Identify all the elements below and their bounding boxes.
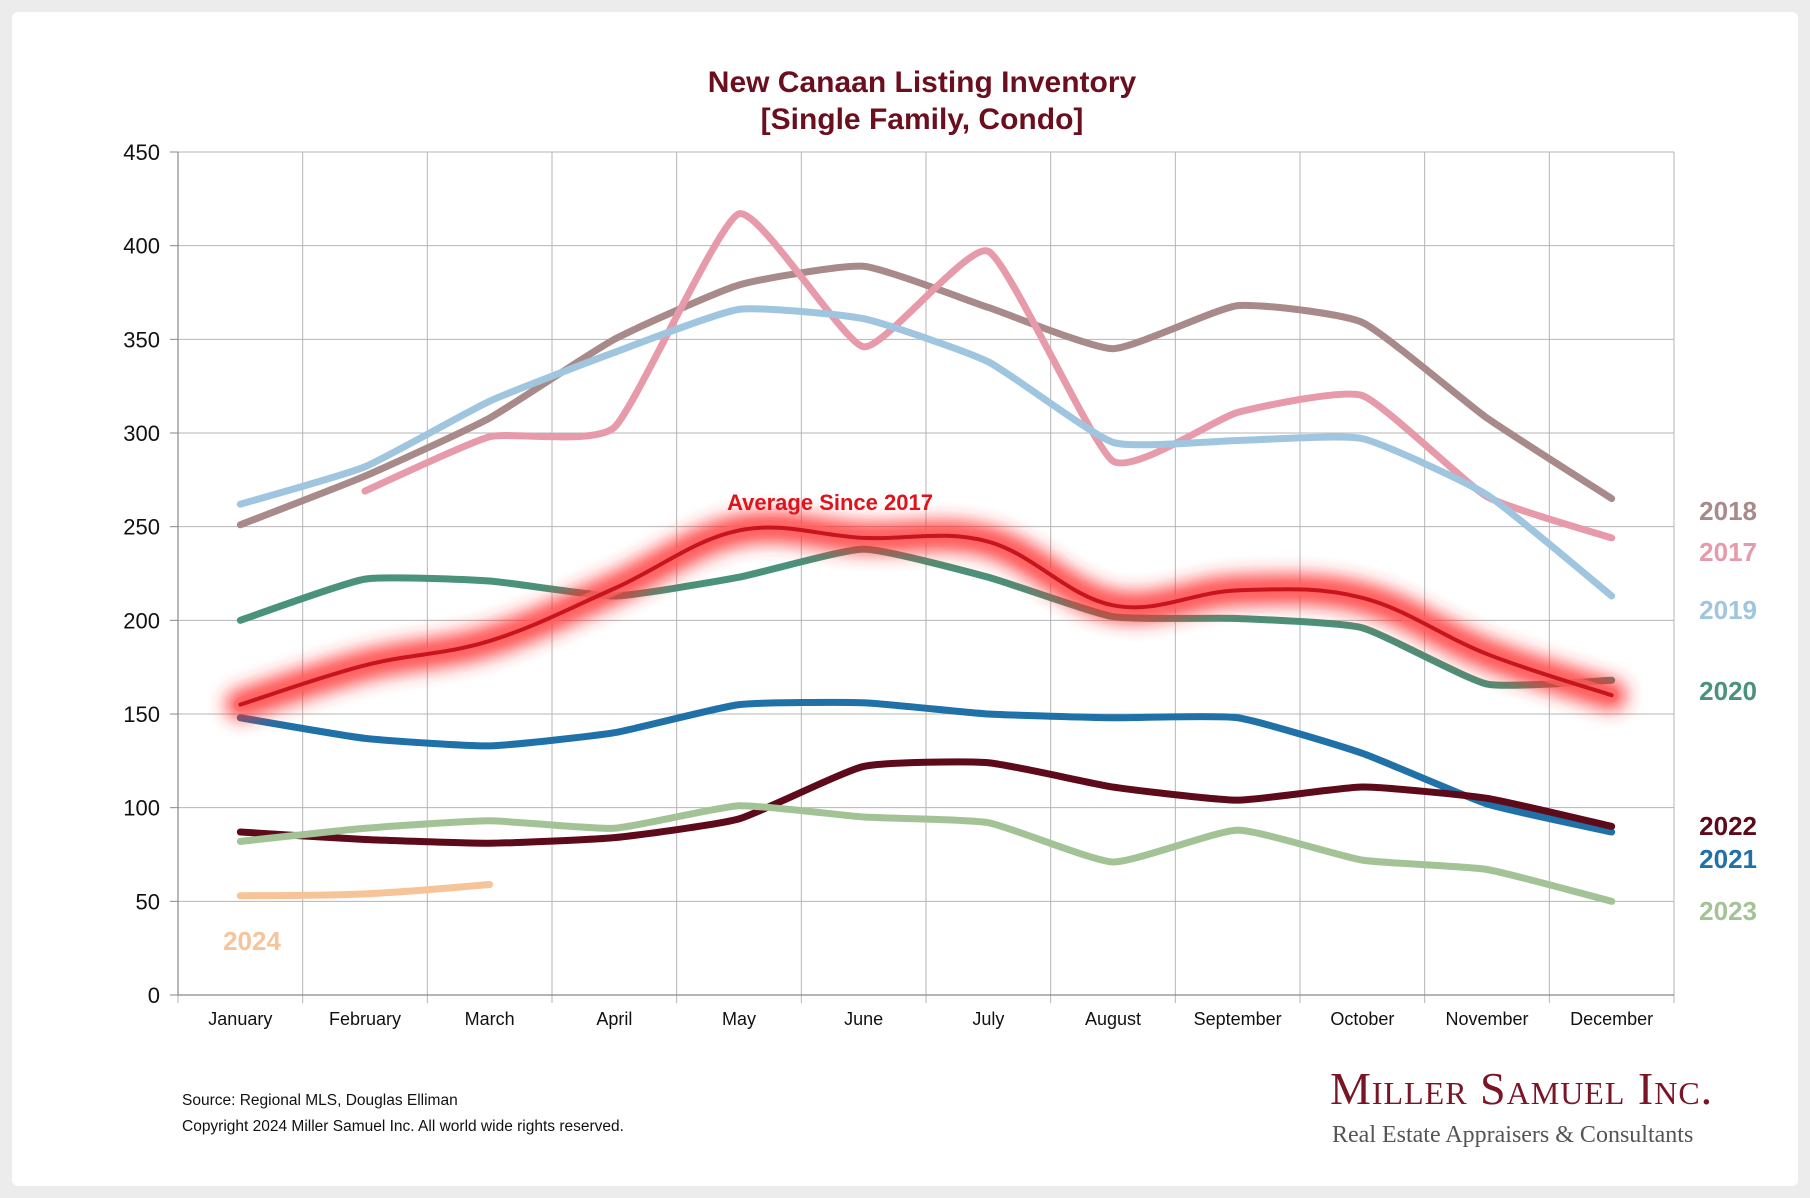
series-label-2023: 2023 — [1699, 896, 1757, 926]
chart-title-line2: [Single Family, Condo] — [761, 103, 1084, 136]
copyright-note: Copyright 2024 Miller Samuel Inc. All wo… — [182, 1118, 624, 1135]
series-line-2023 — [236, 802, 1616, 905]
x-tick-label: October — [1330, 1009, 1394, 1029]
x-tick-label: September — [1194, 1009, 1282, 1029]
x-tick-label: April — [596, 1009, 632, 1029]
x-tick-label: February — [329, 1009, 401, 1029]
series-label-2017: 2017 — [1699, 537, 1757, 567]
series-label-2021: 2021 — [1699, 844, 1757, 874]
y-tick-label: 300 — [123, 421, 160, 446]
line-chart: 0 50 100 150 200 250 300 350 400 450 January Februa… — [123, 66, 1757, 1029]
series-line-2024 — [236, 880, 494, 900]
series-label-2024: 2024 — [223, 926, 281, 956]
series-lines — [225, 210, 1627, 905]
y-tick-label: 450 — [123, 140, 160, 165]
x-tick-label: November — [1445, 1009, 1528, 1029]
company-logo-name: Miller Samuel Inc. — [1330, 1063, 1714, 1114]
series-label-2020: 2020 — [1699, 676, 1757, 706]
x-tick-label: March — [465, 1009, 515, 1029]
chart-title-line1: New Canaan Listing Inventory — [708, 66, 1137, 99]
y-tick-label: 250 — [123, 515, 160, 540]
x-tick-label: June — [844, 1009, 883, 1029]
y-tick-label: 100 — [123, 796, 160, 821]
y-tick-label: 400 — [123, 234, 160, 259]
series-label-2022: 2022 — [1699, 811, 1757, 841]
series-line-2019 — [236, 305, 1616, 600]
series-line-2022 — [236, 758, 1616, 847]
series-line-2017 — [361, 210, 1616, 542]
x-tick-label: July — [972, 1009, 1004, 1029]
y-tick-label: 200 — [123, 608, 160, 633]
series-label-average-since-2017: Average Since 2017 — [727, 490, 933, 515]
x-tick-label: January — [208, 1009, 272, 1029]
series-line-average-since-2017 — [238, 525, 1614, 707]
source-note: Source: Regional MLS, Douglas Elliman — [182, 1092, 458, 1109]
y-tick-label: 50 — [136, 889, 160, 914]
y-tick-label: 350 — [123, 327, 160, 352]
y-tick-label: 150 — [123, 702, 160, 727]
axes: 0 50 100 150 200 250 300 350 400 450 January Februa… — [123, 140, 1674, 1029]
x-tick-label: May — [722, 1009, 756, 1029]
series-label-2018: 2018 — [1699, 496, 1757, 526]
x-tick-label: December — [1570, 1009, 1653, 1029]
y-tick-label: 0 — [148, 983, 160, 1008]
series-label-2019: 2019 — [1699, 595, 1757, 625]
chart-card: 0 50 100 150 200 250 300 350 400 450 January Februa… — [12, 12, 1798, 1186]
series-line-2021 — [236, 698, 1616, 836]
series-line-2020 — [236, 545, 1616, 689]
company-logo-tagline: Real Estate Appraisers & Consultants — [1332, 1122, 1694, 1148]
x-tick-label: August — [1085, 1009, 1141, 1029]
